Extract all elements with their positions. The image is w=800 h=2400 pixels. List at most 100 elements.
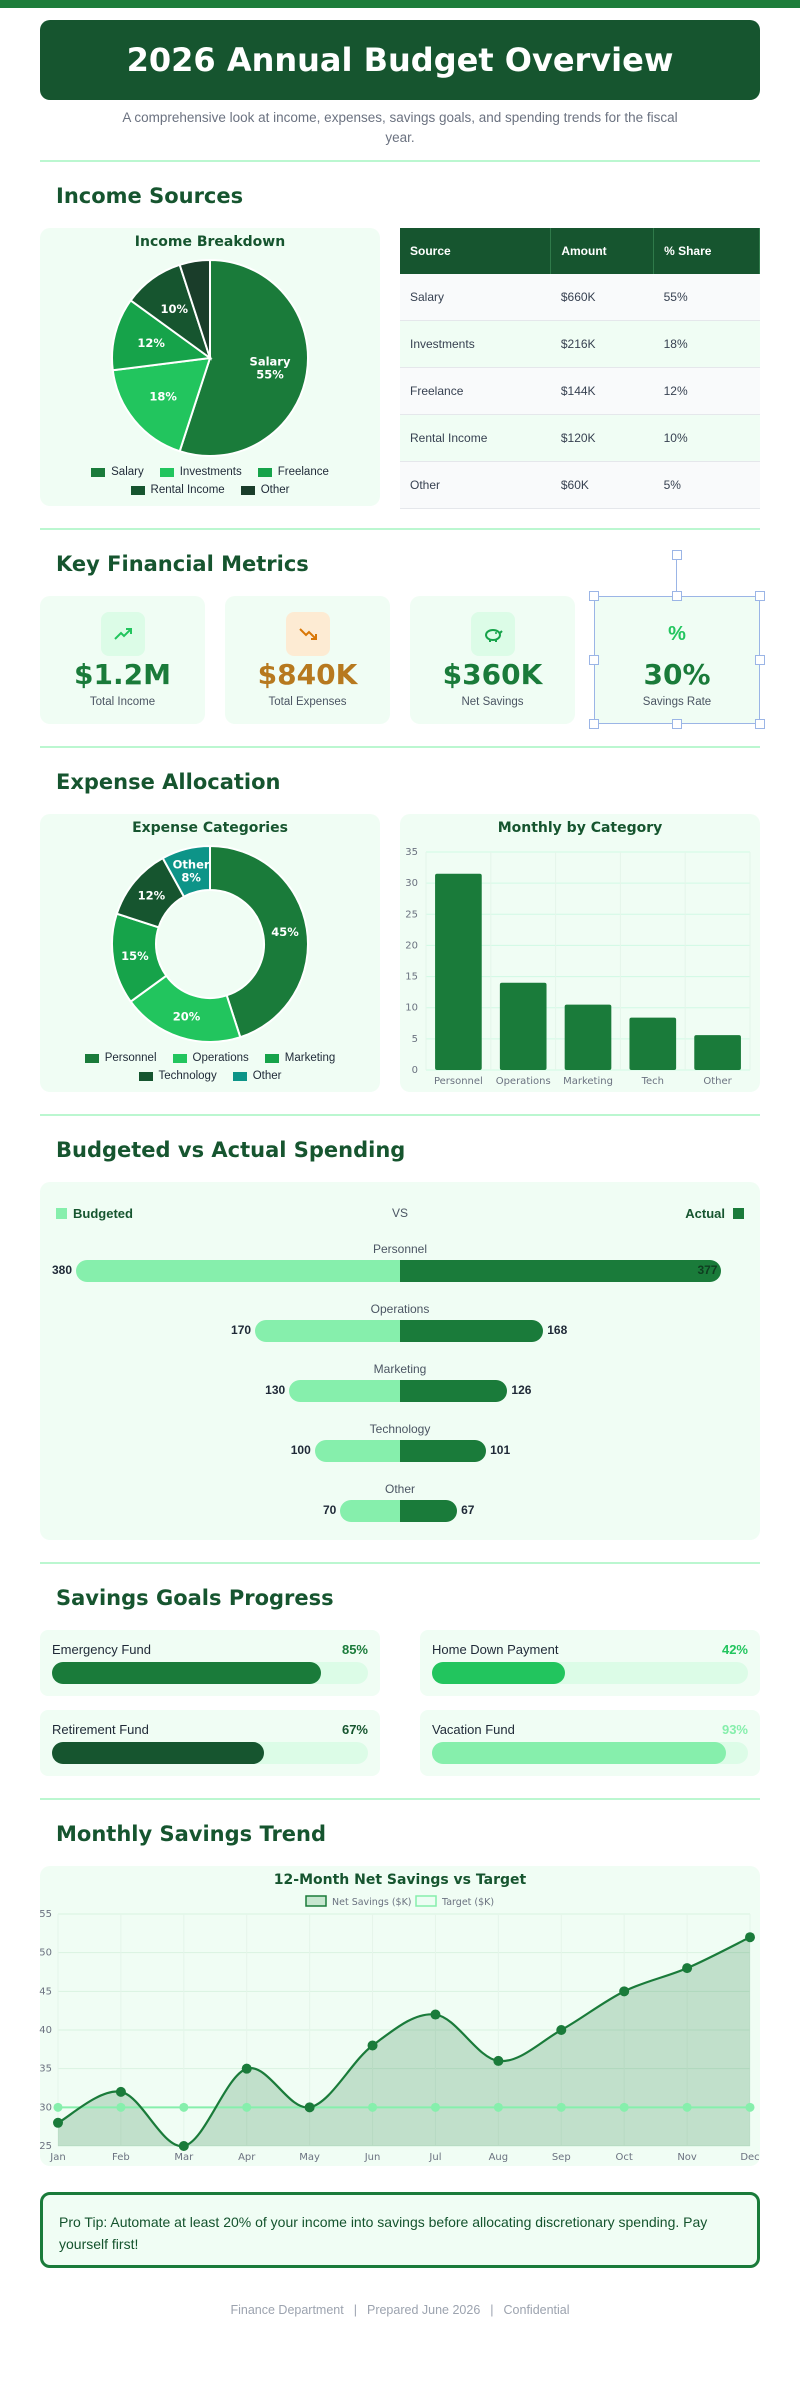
x-tick-label: Jan: [49, 2152, 65, 2163]
resize-handle-w[interactable]: [589, 655, 599, 665]
x-tick-label: Personnel: [434, 1076, 483, 1087]
x-tick-label: Dec: [740, 2152, 759, 2163]
x-tick-label: Jun: [364, 2152, 381, 2163]
resize-handle-se[interactable]: [755, 719, 765, 729]
actual-bar: [400, 1500, 458, 1522]
legend-label: Personnel: [104, 1052, 157, 1064]
income-pie-card: Income Breakdown Salary 55% 18% 12% 10% Sala…: [40, 228, 380, 506]
table-cell: 55%: [653, 274, 760, 321]
metric-card-savings-rate[interactable]: % 30% Savings Rate: [594, 596, 760, 724]
monthly-bar-card: Monthly by Category 0 5 10 15 20 25 30 35 Person…: [400, 814, 760, 1092]
divider: [40, 528, 760, 530]
goal-progress-track: [52, 1742, 368, 1764]
actual-value: 67: [461, 1503, 475, 1517]
legend-actual: Actual: [685, 1206, 744, 1221]
divider: [40, 1562, 760, 1564]
goal-card-emergency-fund: Emergency Fund 85%: [40, 1630, 380, 1696]
pie-slice-label: 45%: [271, 925, 299, 939]
legend-label: Freelance: [277, 466, 329, 478]
rotation-handle[interactable]: [672, 550, 682, 560]
table-header: Amount: [550, 228, 655, 274]
metric-value: $360K: [442, 658, 543, 691]
percent-icon: %: [655, 612, 699, 656]
income-pie-legend: Salary Investments Freelance Rental Income O…: [40, 466, 380, 502]
section-title-trend: Monthly Savings Trend: [56, 1822, 327, 1846]
resize-handle-nw[interactable]: [589, 591, 599, 601]
budgeted-bar: [255, 1320, 400, 1342]
table-cell: $660K: [550, 274, 654, 321]
bar-personnel: [435, 873, 482, 1070]
x-tick-label: Aug: [489, 2152, 509, 2163]
y-tick-label: 55: [39, 1909, 52, 1920]
legend-swatch: [56, 1208, 67, 1219]
y-tick-label: 30: [405, 878, 418, 889]
income-table: Source Amount % Share Salary $660K 55% Inv…: [400, 228, 760, 509]
divider: [40, 160, 760, 162]
legend-item-operations: Operations: [172, 1052, 249, 1064]
income-pie-title: Income Breakdown: [134, 234, 286, 250]
selection-frame: [594, 596, 760, 724]
monthly-bar-title: Monthly by Category: [497, 820, 663, 836]
resize-handle-ne[interactable]: [755, 591, 765, 601]
resize-handle-s[interactable]: [672, 719, 682, 729]
goal-name: Home Down Payment: [432, 1642, 559, 1657]
legend-item-salary: Salary: [91, 466, 144, 478]
bar-tech: [629, 1017, 677, 1070]
legend-label: Investments: [179, 466, 242, 478]
target-point: [116, 2102, 126, 2112]
bar-other: [694, 1035, 741, 1070]
resize-handle-sw[interactable]: [589, 719, 599, 729]
pie-slice-personnel: [209, 844, 309, 1039]
y-tick-label: 45: [39, 1986, 52, 1997]
x-tick-label: Sep: [552, 2152, 571, 2163]
budgeted-value: 130: [265, 1383, 286, 1397]
page-header: 2026 Annual Budget Overview: [40, 20, 760, 100]
legend-budgeted: Budgeted: [56, 1206, 133, 1221]
expense-donut-title: Expense Categories: [132, 820, 288, 836]
net-savings-point: [367, 2040, 378, 2051]
page-title: 2026 Annual Budget Overview: [126, 41, 674, 79]
goal-progress-fill: [432, 1742, 726, 1764]
budgeted-bar: [289, 1380, 400, 1402]
table-cell: $60K: [550, 461, 654, 509]
table-cell: Rental Income: [400, 414, 551, 462]
legend-item-marketing: Marketing: [264, 1052, 335, 1064]
net-savings-point: [115, 2086, 126, 2097]
legend-swatch: [240, 485, 255, 495]
net-savings-point: [304, 2102, 315, 2113]
legend-item-technology: Technology: [138, 1070, 217, 1082]
legend-label: Actual: [685, 1206, 725, 1221]
goal-progress-track: [52, 1662, 368, 1684]
legend-label: Target ($K): [441, 1897, 494, 1908]
goal-progress-track: [432, 1662, 748, 1684]
table-cell: Freelance: [400, 367, 551, 415]
y-tick-label: 25: [405, 909, 418, 920]
table-cell: $144K: [550, 367, 654, 415]
goal-progress-fill: [432, 1662, 565, 1684]
savings-trend-title: 12-Month Net Savings vs Target: [273, 1872, 527, 1888]
table-cell: 5%: [653, 461, 760, 509]
x-tick-label: Other: [703, 1076, 732, 1087]
table-cell: Investments: [400, 320, 551, 368]
footer-prepared: Prepared June 2026: [366, 2303, 481, 2317]
section-title-budget-vs-actual: Budgeted vs Actual Spending: [56, 1138, 406, 1162]
resize-handle-e[interactable]: [755, 655, 765, 665]
y-tick-label: 25: [39, 2141, 52, 2152]
pie-slice-label: 20%: [173, 1009, 201, 1023]
y-tick-label: 5: [412, 1034, 418, 1045]
expense-donut-legend: Personnel Operations Marketing Technology Ot…: [40, 1052, 380, 1088]
actual-bar: [400, 1260, 722, 1282]
table-header: % Share: [653, 228, 760, 274]
category-label: Operations: [370, 1302, 430, 1316]
resize-handle-n[interactable]: [672, 591, 682, 601]
legend-swatch: [232, 1071, 247, 1081]
x-tick-label: Jul: [428, 2152, 441, 2163]
legend-swatch: [257, 467, 272, 477]
table-row: Rental Income $120K 10%: [400, 414, 760, 462]
pie-slice-other: [161, 844, 211, 899]
target-point: [179, 2102, 189, 2112]
footer-confidential: Confidential: [503, 2303, 570, 2317]
metric-value: $840K: [257, 658, 358, 691]
pie-slice-label: Other 8%: [173, 857, 210, 884]
budgeted-bar: [76, 1260, 400, 1282]
